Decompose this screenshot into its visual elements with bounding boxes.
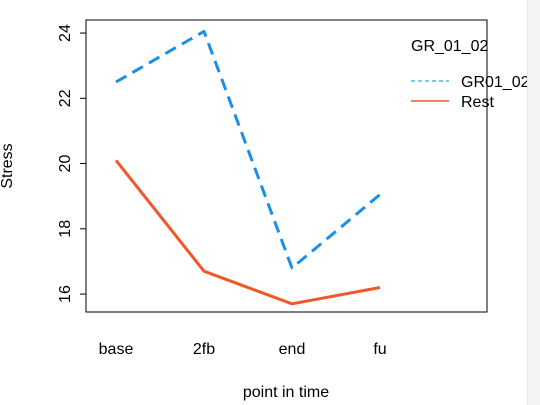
vertical-scrollbar[interactable] [527,0,540,405]
x-tick-label-2: end [279,341,306,358]
series-layer [114,29,381,306]
y-tick-label-2: 20 [57,155,74,173]
y-axis: 16 18 20 22 24 [57,24,86,303]
series-line-0 [115,29,381,270]
x-tick-label-0: base [99,341,134,358]
x-tick-label-3: fu [373,341,386,358]
y-tick-label-0: 16 [57,285,74,303]
y-tick-label-4: 24 [57,24,74,42]
x-tick-label-1: 2fb [193,341,215,358]
series-line-1 [114,159,381,306]
legend-entries: GR01_02 Rest [411,74,530,111]
plot-area-border [85,19,488,313]
legend-title: GR_01_02 [411,38,488,55]
y-axis-label: Stress [0,143,16,188]
legend: GR_01_02 GR01_02 Rest [411,38,530,111]
y-tick-label-1: 18 [57,220,74,238]
y-tick-label-3: 22 [57,89,74,107]
legend-label-1: Rest [461,94,494,111]
legend-label-0: GR01_02 [461,74,530,91]
x-axis-ticks: base 2fb end fu [99,341,387,358]
x-axis-label: point in time [243,384,329,401]
